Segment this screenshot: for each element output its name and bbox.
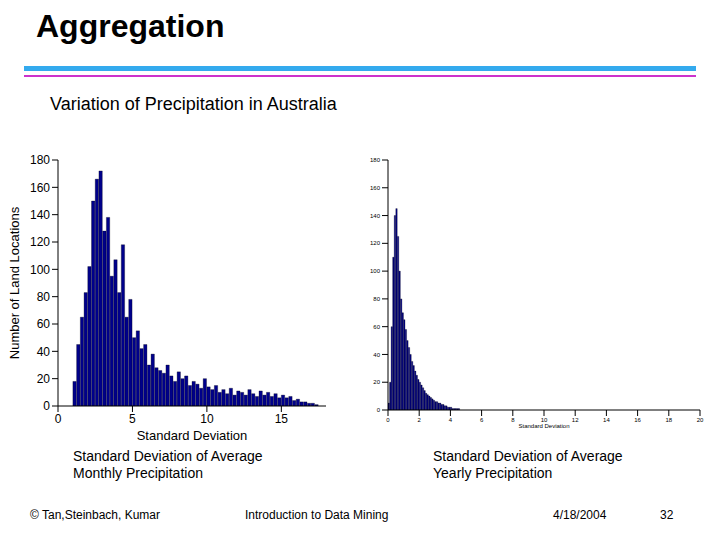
svg-text:120: 120 [30,235,50,249]
svg-text:10: 10 [540,417,548,424]
svg-text:20: 20 [373,379,380,385]
html-text:Standard Deviation of Average: Standard Deviation of Average Monthly Pr… [73,448,263,481]
svg-text:100: 100 [30,263,50,277]
svg-text:60: 60 [37,317,51,331]
html-text:32: 32 [660,508,674,522]
svg-text:14: 14 [603,417,610,423]
svg-text:40: 40 [37,345,51,359]
svg-text:4: 4 [449,417,453,423]
html-text:Standard Deviation of Average: Standard Deviation of Average Yearly Pre… [433,448,623,481]
svg-text:6: 6 [480,417,484,423]
svg-text:100: 100 [370,268,381,274]
svg-text:60: 60 [373,324,380,330]
svg-text:180: 180 [370,157,381,163]
svg-text:80: 80 [37,290,51,304]
svg-text:180: 180 [30,153,50,167]
svg-text:40: 40 [373,352,380,358]
svg-text:16: 16 [634,417,641,423]
svg-text:2: 2 [418,417,422,423]
svg-text:5: 5 [129,412,136,426]
svg-text:Number of Land Locations: Number of Land Locations [8,206,22,359]
html-text:4/18/2004: 4/18/2004 [553,508,607,522]
svg-text:0: 0 [386,417,390,423]
html-text:Variation of Precipitation in: Variation of Precipitation in Australia [50,94,337,114]
svg-text:Standard Deviation: Standard Deviation [137,428,248,442]
html-text:© Tan,Steinbach, Kumar: © Tan,Steinbach, Kumar [30,508,160,522]
svg-text:18: 18 [665,417,672,423]
svg-text:140: 140 [370,213,381,219]
svg-text:0: 0 [43,399,50,413]
svg-text:20: 20 [697,417,704,423]
svg-text:160: 160 [30,181,50,195]
svg-text:15: 15 [275,412,289,426]
svg-text:8: 8 [511,417,515,423]
svg-text:120: 120 [370,240,381,246]
svg-text:12: 12 [572,417,579,423]
html-text:Aggregation: Aggregation [36,8,225,44]
svg-text:Standard Deviation: Standard Deviation [518,423,569,429]
svg-text:160: 160 [370,185,381,191]
svg-text:80: 80 [373,296,380,302]
svg-text:0: 0 [55,412,62,426]
svg-text:0: 0 [377,407,381,413]
svg-text:10: 10 [200,412,214,426]
svg-text:20: 20 [37,372,51,386]
svg-text:140: 140 [30,208,50,222]
html-text:Introduction to Data Mining: Introduction to Data Mining [245,508,389,522]
